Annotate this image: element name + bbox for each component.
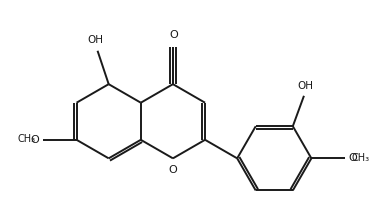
Text: O: O — [170, 30, 178, 40]
Text: CH₃: CH₃ — [18, 134, 36, 144]
Text: CH₃: CH₃ — [351, 153, 369, 163]
Text: OH: OH — [88, 35, 104, 45]
Text: O: O — [30, 135, 39, 145]
Text: O: O — [168, 165, 177, 175]
Text: O: O — [348, 153, 357, 163]
Text: OH: OH — [298, 81, 314, 91]
